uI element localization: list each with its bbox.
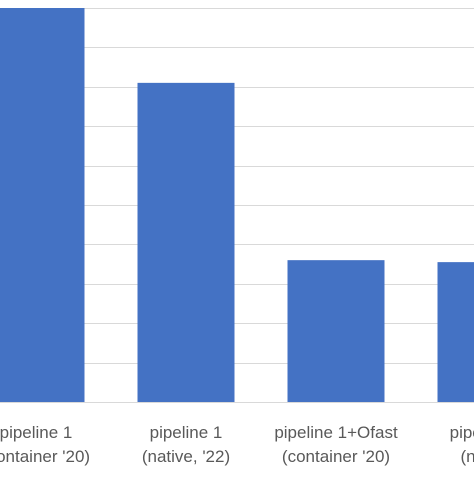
category-label-line: (container '20)	[0, 447, 90, 466]
category-labels: pipeline 1 (container '20) pipeline 1 (nati…	[0, 423, 474, 466]
bar	[288, 260, 385, 402]
category-label: pipeline 1 (native, '22)	[142, 423, 230, 466]
bar	[0, 8, 85, 402]
category-label-line: pipeline 1	[0, 423, 72, 442]
bar	[438, 262, 474, 402]
category-label-line: pipeline 1	[150, 423, 223, 442]
category-label-line: (native	[460, 447, 474, 466]
bar	[138, 83, 235, 402]
category-label-line: pipeline 1+Ofast	[274, 423, 398, 442]
category-label-line: (container '20)	[282, 447, 390, 466]
category-label-line: (native, '22)	[142, 447, 230, 466]
category-label: pipeline 1 (container '20)	[0, 423, 90, 466]
category-label: pipeline 1 (native	[450, 423, 474, 466]
category-label: pipeline 1+Ofast (container '20)	[274, 423, 398, 466]
category-label-line: pipeline 1	[450, 423, 474, 442]
